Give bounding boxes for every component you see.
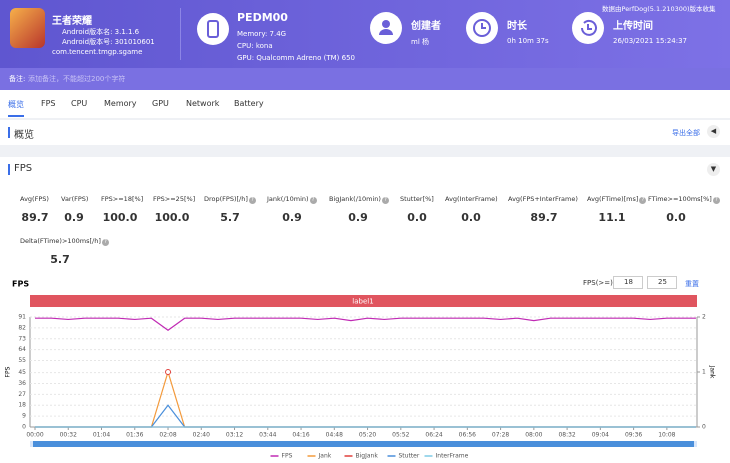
legend-label: FPS	[282, 453, 293, 460]
y-tick-label: 27	[18, 391, 26, 398]
legend-label: BigJank	[356, 453, 379, 460]
y-tick-label: 9	[22, 413, 26, 420]
series-line	[35, 372, 696, 427]
x-tick-label: 01:04	[93, 432, 110, 439]
y-tick-label: 55	[18, 357, 26, 364]
chart-title: FPS	[12, 280, 29, 289]
y2-axis-label: Jank	[709, 365, 716, 379]
scrollbar-handle[interactable]	[33, 441, 694, 447]
x-tick-label: 08:32	[558, 432, 575, 439]
y-tick-label: 0	[22, 424, 26, 431]
x-tick-label: 04:16	[292, 432, 309, 439]
x-tick-label: 02:40	[193, 432, 210, 439]
y2-tick-label: 0	[702, 424, 706, 431]
legend-label: InterFrame	[436, 453, 469, 460]
y-axis-label: FPS	[5, 366, 12, 377]
x-tick-label: 00:32	[60, 432, 77, 439]
y2-tick-label: 2	[702, 314, 706, 321]
x-tick-label: 09:04	[592, 432, 609, 439]
x-tick-label: 03:12	[226, 432, 243, 439]
y2-tick-label: 1	[702, 369, 706, 376]
y-tick-label: 18	[18, 402, 26, 409]
x-tick-label: 05:20	[359, 432, 376, 439]
x-tick-label: 05:52	[392, 432, 409, 439]
x-tick-label: 01:36	[126, 432, 143, 439]
y-tick-label: 45	[18, 369, 26, 376]
y-tick-label: 73	[18, 335, 26, 342]
series-line	[35, 318, 696, 330]
x-tick-label: 07:28	[492, 432, 509, 439]
x-tick-label: 06:24	[425, 432, 442, 439]
band-label: label1	[352, 298, 373, 306]
x-tick-label: 08:00	[525, 432, 542, 439]
y-tick-label: 64	[18, 346, 26, 353]
x-tick-label: 03:44	[259, 432, 276, 439]
x-tick-label: 04:48	[326, 432, 343, 439]
legend-label: Jank	[318, 453, 332, 460]
x-tick-label: 00:00	[26, 432, 43, 439]
x-tick-label: 09:36	[625, 432, 642, 439]
y-tick-label: 36	[18, 380, 26, 387]
jank-marker	[166, 370, 171, 375]
y-tick-label: 82	[18, 324, 26, 331]
legend-label: Stutter	[399, 453, 420, 460]
x-tick-label: 02:08	[159, 432, 176, 439]
x-tick-label: 06:56	[459, 432, 476, 439]
x-tick-label: 10:08	[658, 432, 675, 439]
y-tick-label: 91	[18, 314, 26, 321]
